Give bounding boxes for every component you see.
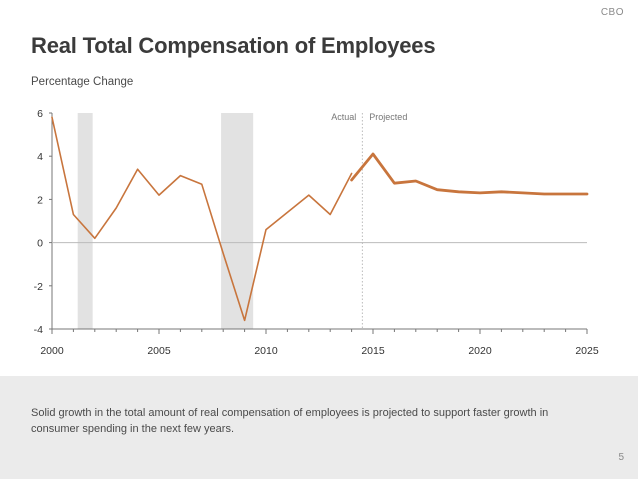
org-label: CBO <box>600 7 624 18</box>
y-tick-label: -4 <box>34 324 43 336</box>
recession-bar <box>77 113 93 329</box>
x-tick-label: 2000 <box>40 345 64 357</box>
projected-label: Projected <box>369 112 407 122</box>
x-tick-label: 2010 <box>254 345 278 357</box>
y-tick-label: 6 <box>37 108 43 120</box>
chart-lines <box>51 116 589 322</box>
y-axis-label: Percentage Change <box>31 76 134 88</box>
x-tick-label: 2015 <box>361 345 385 357</box>
series-line-projected <box>350 152 589 196</box>
recession-shading <box>77 113 254 329</box>
x-tick-label: 2025 <box>575 345 599 357</box>
recession-bar <box>221 113 254 329</box>
y-tick-label: -2 <box>34 281 43 293</box>
caption-text: Solid growth in the total amount of real… <box>31 407 549 435</box>
chart-title: Real Total Compensation of Employees <box>31 33 436 58</box>
caption-panel <box>0 376 638 479</box>
series-line-actual <box>51 116 353 322</box>
x-tick-label: 2005 <box>147 345 171 357</box>
x-tick-label: 2020 <box>468 345 492 357</box>
page-number: 5 <box>618 452 624 463</box>
chart-axes <box>49 112 588 334</box>
y-tick-label: 0 <box>37 238 43 250</box>
tick-labels: 6 4 2 0 -2 -4 2000 2005 2010 2015 2020 2025 Actual Pr… <box>34 108 599 357</box>
y-tick-label: 4 <box>37 151 43 163</box>
y-tick-label: 2 <box>37 194 43 206</box>
actual-label: Actual <box>331 112 356 122</box>
line-chart: 6 4 2 0 -2 -4 2000 2005 2010 2015 2020 2025 Actual Pr… <box>34 108 599 357</box>
